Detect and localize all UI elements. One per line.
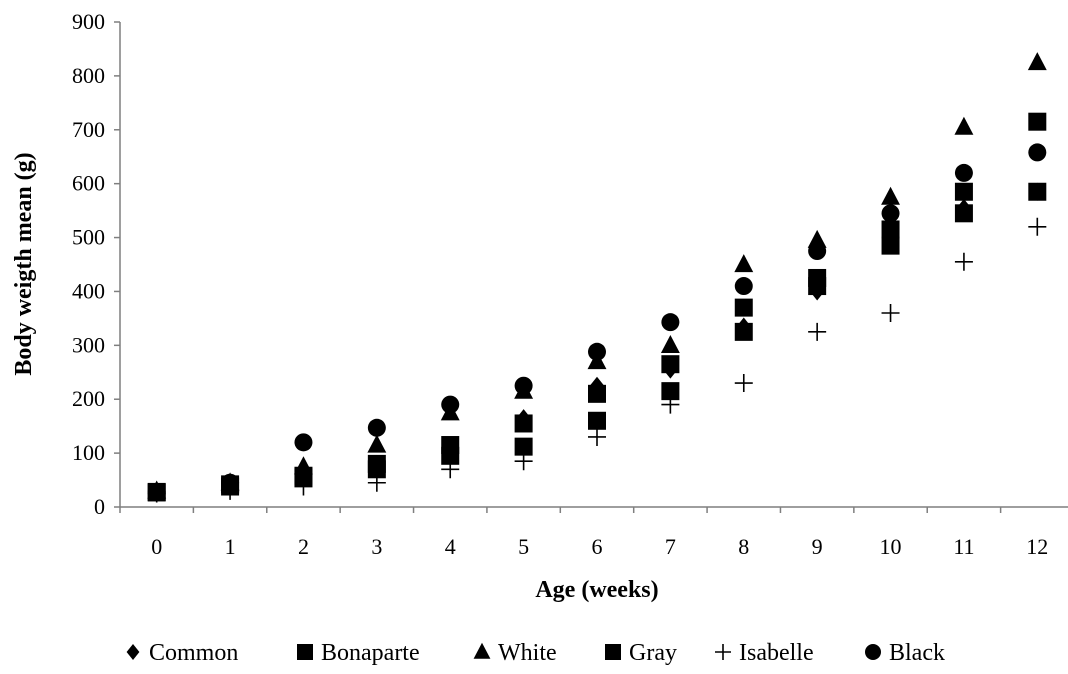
- series-gray: [147, 182, 1047, 502]
- x-tick-label: 6: [592, 534, 603, 559]
- isabelle-point: [808, 322, 827, 341]
- black-point: [661, 313, 680, 332]
- isabelle-point: [661, 395, 680, 414]
- black-point: [881, 204, 900, 223]
- x-tick-label: 9: [812, 534, 823, 559]
- y-tick-label: 100: [72, 440, 105, 465]
- isabelle-point: [881, 304, 900, 322]
- bonaparte-point: [954, 182, 973, 201]
- black-point: [808, 242, 827, 261]
- bonaparte-point: [588, 384, 606, 403]
- isabelle-point: [954, 252, 973, 271]
- black-point: [588, 342, 606, 361]
- legend-label: Bonaparte: [321, 640, 420, 666]
- x-tick-label: 2: [298, 534, 309, 559]
- bonaparte-point: [661, 355, 680, 374]
- legend-isabelle-marker: [715, 644, 731, 660]
- x-tick-label: 1: [225, 534, 236, 559]
- gray-point: [514, 437, 533, 456]
- y-tick-label: 600: [72, 171, 105, 196]
- black-point: [514, 376, 533, 395]
- series-common: [149, 182, 1045, 501]
- gray-point: [808, 277, 827, 296]
- black-point: [367, 418, 386, 437]
- white-point: [881, 186, 900, 205]
- x-tick-label: 7: [665, 534, 676, 559]
- legend-gray-marker: [605, 644, 621, 660]
- isabelle-point: [294, 477, 313, 496]
- legend-label: Gray: [629, 640, 677, 666]
- isabelle-point: [588, 427, 606, 446]
- legend-label: Isabelle: [739, 640, 814, 666]
- black-point: [734, 277, 753, 296]
- gray-point: [441, 446, 460, 465]
- isabelle-point: [1028, 217, 1047, 236]
- bonaparte-point: [734, 298, 753, 317]
- legend-item-common: Common: [126, 640, 238, 666]
- isabelle-point: [441, 460, 460, 479]
- y-tick-group: 0 100 200 300 400 500 600 700 800 900: [72, 9, 120, 519]
- isabelle-point: [734, 374, 753, 393]
- gray-point: [1028, 182, 1047, 201]
- x-tick-label: 0: [151, 534, 162, 559]
- bonaparte-point: [1028, 112, 1047, 131]
- y-axis-title: Body weigth mean (g): [11, 152, 37, 375]
- x-axis-title: Age (weeks): [535, 577, 658, 603]
- legend-item-gray: Gray: [605, 640, 677, 666]
- y-tick-label: 500: [72, 225, 105, 250]
- y-tick-label: 0: [94, 494, 105, 519]
- x-tick-label: 10: [880, 534, 902, 559]
- white-point: [1027, 52, 1047, 71]
- gray-point: [294, 468, 313, 487]
- x-tick-label: 8: [738, 534, 749, 559]
- y-tick-label: 700: [72, 117, 105, 142]
- y-tick-label: 300: [72, 332, 105, 357]
- black-point: [1028, 143, 1047, 162]
- legend-label: Black: [889, 640, 945, 666]
- legend-label: White: [498, 640, 557, 666]
- gray-point: [881, 236, 900, 255]
- gray-point: [954, 204, 973, 223]
- isabelle-point: [514, 452, 533, 471]
- y-tick-label: 200: [72, 386, 105, 411]
- legend-white-marker: [473, 642, 491, 659]
- y-tick-label: 800: [72, 63, 105, 88]
- x-tick-label: 4: [445, 534, 456, 559]
- legend: Common Bonaparte White Gray Isabelle Black: [126, 640, 945, 666]
- white-point: [367, 434, 387, 453]
- legend-item-white: White: [473, 640, 557, 666]
- x-tick-label: 12: [1026, 534, 1048, 559]
- isabelle-point: [367, 473, 386, 492]
- y-tick-label: 400: [72, 278, 105, 303]
- black-point: [221, 473, 240, 492]
- x-tick-label: 3: [371, 534, 382, 559]
- bonaparte-point: [514, 414, 533, 433]
- black-point: [954, 163, 973, 182]
- gray-point: [367, 460, 386, 479]
- legend-item-black: Black: [865, 640, 945, 666]
- white-point: [660, 334, 680, 353]
- series-black: [147, 143, 1047, 501]
- legend-item-bonaparte: Bonaparte: [297, 640, 420, 666]
- white-point: [734, 254, 754, 273]
- gray-point: [588, 411, 606, 430]
- x-tick-group: 0 1 2 3 4 5 6 7 8 9 10 11 12: [119, 507, 1048, 559]
- x-tick-label: 5: [518, 534, 529, 559]
- data-points: [147, 52, 1047, 503]
- gray-point: [661, 382, 680, 401]
- legend-common-marker: [126, 644, 140, 660]
- black-point: [147, 482, 166, 501]
- white-point: [954, 116, 974, 135]
- black-point: [294, 433, 313, 452]
- legend-bonaparte-marker: [297, 644, 313, 660]
- gray-point: [734, 322, 753, 341]
- y-tick-label: 900: [72, 9, 105, 34]
- black-point: [441, 395, 460, 414]
- legend-black-marker: [865, 644, 881, 660]
- x-tick-label: 11: [953, 534, 974, 559]
- legend-item-isabelle: Isabelle: [715, 640, 814, 666]
- legend-label: Common: [149, 640, 238, 666]
- bonaparte-point: [881, 220, 900, 239]
